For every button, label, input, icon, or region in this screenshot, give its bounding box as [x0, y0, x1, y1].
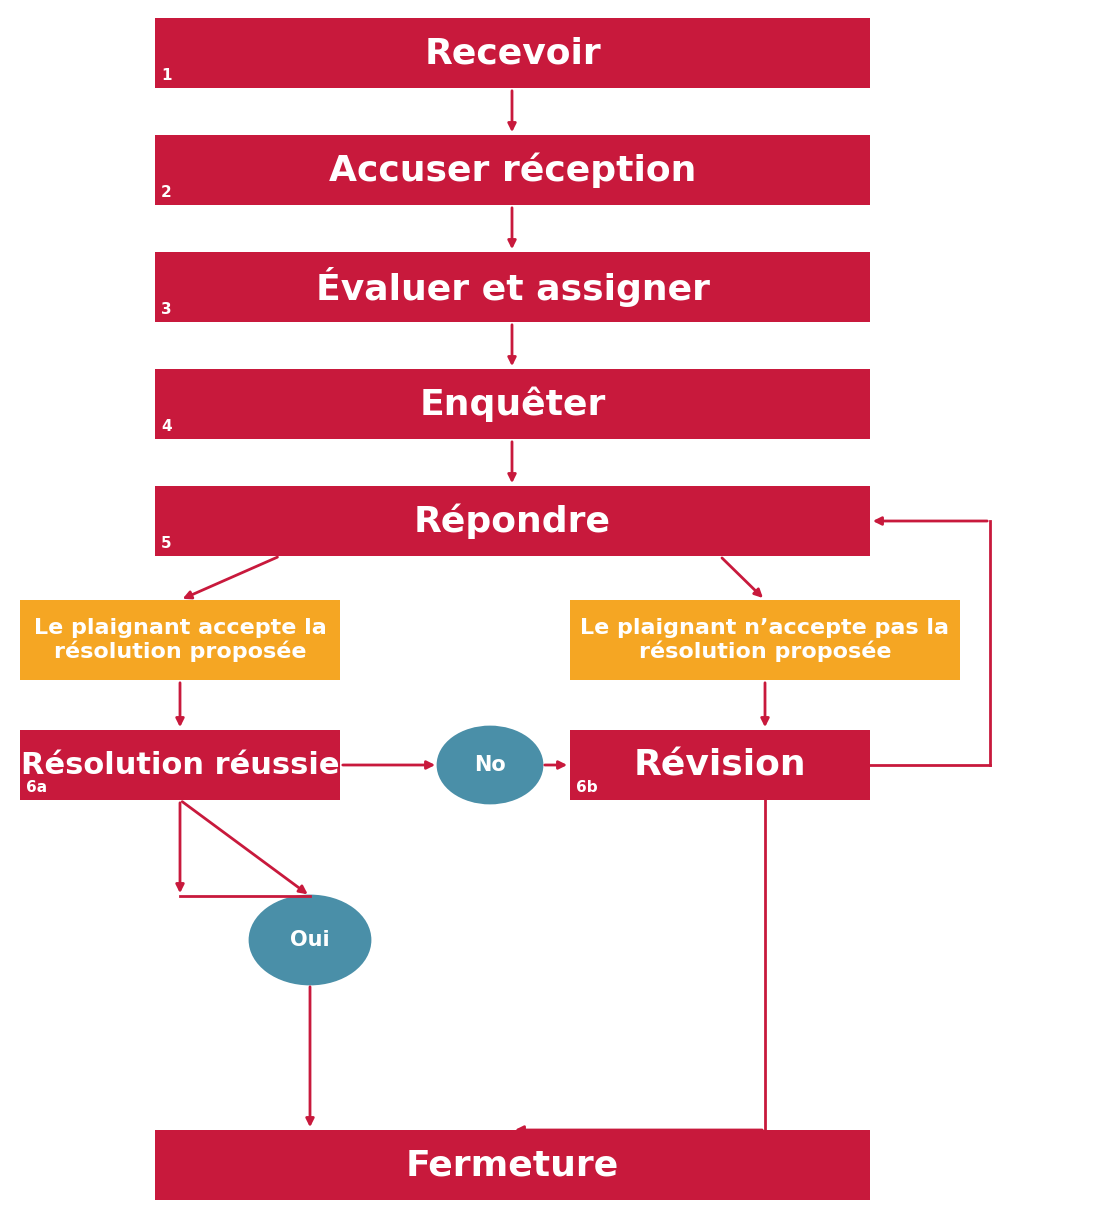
- Text: Révision: Révision: [634, 748, 806, 782]
- FancyBboxPatch shape: [155, 135, 870, 205]
- Text: Le plaignant n’accepte pas la
résolution proposée: Le plaignant n’accepte pas la résolution…: [581, 618, 949, 663]
- Text: No: No: [474, 755, 506, 775]
- FancyBboxPatch shape: [20, 600, 340, 680]
- Text: Le plaignant accepte la
résolution proposée: Le plaignant accepte la résolution propo…: [33, 618, 326, 663]
- Text: 1: 1: [161, 68, 172, 83]
- Text: Résolution réussie: Résolution réussie: [21, 750, 340, 779]
- FancyBboxPatch shape: [155, 253, 870, 322]
- Text: 2: 2: [161, 185, 172, 200]
- FancyBboxPatch shape: [155, 1130, 870, 1199]
- Text: Répondre: Répondre: [414, 504, 610, 539]
- FancyBboxPatch shape: [155, 486, 870, 556]
- Ellipse shape: [438, 727, 542, 802]
- Text: Oui: Oui: [290, 930, 330, 951]
- Text: Évaluer et assigner: Évaluer et assigner: [315, 267, 709, 307]
- FancyBboxPatch shape: [155, 18, 870, 87]
- Text: 6a: 6a: [26, 781, 47, 795]
- Text: 5: 5: [161, 537, 172, 551]
- Text: 4: 4: [161, 419, 172, 433]
- Text: 3: 3: [161, 302, 172, 317]
- FancyBboxPatch shape: [571, 730, 870, 800]
- Text: Accuser réception: Accuser réception: [329, 152, 696, 188]
- FancyBboxPatch shape: [155, 369, 870, 439]
- Text: Enquêter: Enquêter: [420, 386, 606, 421]
- FancyBboxPatch shape: [571, 600, 960, 680]
- Text: 6b: 6b: [576, 781, 597, 795]
- Text: Fermeture: Fermeture: [406, 1148, 619, 1182]
- Text: Recevoir: Recevoir: [424, 36, 601, 70]
- Ellipse shape: [250, 896, 370, 985]
- FancyBboxPatch shape: [20, 730, 340, 800]
